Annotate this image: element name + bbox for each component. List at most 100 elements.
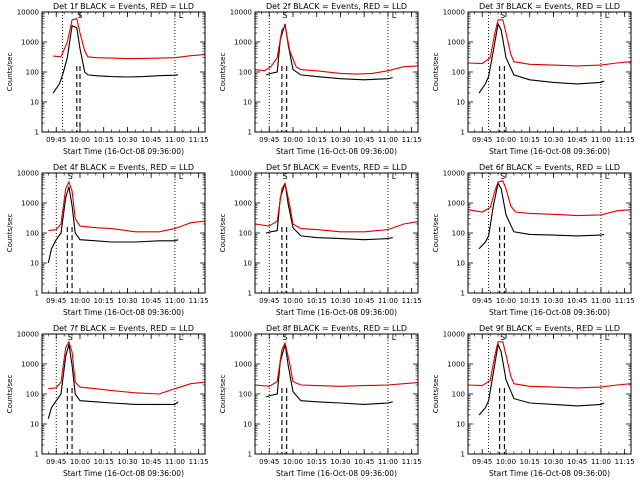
x-tick-label: 11:15	[402, 297, 422, 305]
y-tick-label: 1	[461, 451, 465, 459]
y-tick-label: 100	[239, 391, 252, 399]
series-line-events	[265, 183, 393, 241]
y-tick-label: 100	[452, 69, 465, 77]
y-tick-label: 1000	[234, 200, 252, 208]
y-tick-label: 10000	[17, 331, 39, 339]
x-tick-label: 10:00	[283, 136, 303, 144]
x-tick-label: 10:30	[543, 136, 563, 144]
y-axis-label: Counts/sec	[6, 375, 14, 414]
y-tick-label: 1	[461, 290, 465, 298]
chart-panel-7: Det 7f BLACK = Events, RED = LLD Counts/s…	[6, 324, 209, 478]
y-tick-label: 1	[248, 451, 252, 459]
chart-panel-9: Det 9f BLACK = Events, RED = LLD Counts/s…	[432, 324, 635, 478]
x-tick-label: 10:00	[496, 458, 516, 466]
x-tick-label: 10:15	[94, 297, 114, 305]
series-line-events	[47, 186, 179, 264]
x-tick-label: 10:45	[141, 458, 161, 466]
y-tick-label: 1	[35, 129, 39, 137]
x-tick-label: 11:15	[615, 458, 635, 466]
y-tick-label: 10	[30, 260, 39, 268]
chart-title: Det 6f BLACK = Events, RED = LLD	[479, 163, 620, 172]
x-tick-label: 11:00	[591, 297, 611, 305]
chart-panel-3: Det 3f BLACK = Events, RED = LLD Counts/s…	[432, 2, 635, 156]
y-tick-label: 100	[239, 230, 252, 238]
series-line-lld	[48, 180, 206, 233]
y-tick-label: 1	[35, 290, 39, 298]
x-axis-label: Start Time (16-Oct-08 09:36:00)	[63, 469, 184, 478]
chart-title: Det 4f BLACK = Events, RED = LLD	[53, 163, 194, 172]
y-tick-label: 10000	[17, 9, 39, 17]
x-axis-label: Start Time (16-Oct-08 09:36:00)	[489, 469, 610, 478]
chart-panel-6: Det 6f BLACK = Events, RED = LLD Counts/s…	[432, 163, 635, 317]
y-axis-label: Counts/sec	[6, 53, 14, 92]
y-axis-label: Counts/sec	[432, 53, 440, 92]
chart-title: Det 2f BLACK = Events, RED = LLD	[266, 2, 407, 11]
x-tick-label: 11:00	[378, 458, 398, 466]
y-axis-label: Counts/sec	[432, 214, 440, 253]
plot-frame	[467, 333, 632, 455]
plot-frame	[41, 172, 206, 294]
y-tick-label: 1000	[447, 200, 465, 208]
x-tick-label: 10:15	[520, 458, 540, 466]
x-tick-label: 11:15	[189, 297, 209, 305]
x-tick-label: 10:45	[141, 136, 161, 144]
y-axis-label: Counts/sec	[432, 375, 440, 414]
y-tick-label: 1000	[234, 361, 252, 369]
series-line-lld	[467, 341, 632, 389]
y-tick-label: 1	[248, 129, 252, 137]
x-tick-label: 10:30	[330, 458, 350, 466]
x-tick-label: 10:00	[496, 136, 516, 144]
x-tick-label: 11:00	[165, 458, 185, 466]
y-tick-label: 10000	[230, 331, 252, 339]
series-line-events	[478, 181, 605, 250]
y-axis-label: Counts/sec	[219, 214, 227, 253]
y-tick-label: 100	[26, 391, 39, 399]
x-tick-label: 10:00	[70, 297, 90, 305]
x-tick-label: 10:30	[117, 458, 137, 466]
chart-panel-5: Det 5f BLACK = Events, RED = LLD Counts/s…	[219, 163, 422, 317]
x-tick-label: 09:45	[472, 136, 492, 144]
series-line-events	[478, 22, 605, 94]
marker-label-l: L	[392, 333, 397, 342]
x-tick-label: 10:30	[543, 297, 563, 305]
marker-label-l: L	[392, 172, 397, 181]
x-tick-label: 10:45	[567, 458, 587, 466]
y-tick-label: 1000	[21, 200, 39, 208]
x-tick-label: 11:15	[402, 458, 422, 466]
x-tick-label: 09:45	[46, 297, 66, 305]
x-tick-label: 10:30	[330, 297, 350, 305]
marker-label-s: S	[500, 11, 505, 20]
x-tick-label: 09:45	[46, 136, 66, 144]
marker-label-s: S	[77, 11, 82, 20]
x-tick-label: 11:00	[378, 297, 398, 305]
y-tick-label: 1	[461, 129, 465, 137]
x-tick-label: 10:15	[307, 136, 327, 144]
y-tick-label: 100	[26, 69, 39, 77]
x-tick-label: 10:15	[520, 297, 540, 305]
series-line-lld	[467, 19, 632, 67]
x-tick-label: 10:30	[330, 136, 350, 144]
x-axis-label: Start Time (16-Oct-08 09:36:00)	[489, 147, 610, 156]
chart-title: Det 5f BLACK = Events, RED = LLD	[266, 163, 407, 172]
marker-label-l: L	[392, 11, 397, 20]
plot-frame	[254, 333, 419, 455]
plot-frame	[41, 333, 206, 455]
y-tick-label: 1000	[447, 39, 465, 47]
y-tick-label: 100	[452, 391, 465, 399]
x-tick-label: 10:45	[141, 297, 161, 305]
y-tick-label: 10	[30, 421, 39, 429]
y-tick-label: 100	[452, 230, 465, 238]
x-tick-label: 10:30	[117, 136, 137, 144]
x-axis-label: Start Time (16-Oct-08 09:36:00)	[276, 147, 397, 156]
y-tick-label: 10000	[443, 9, 465, 17]
x-tick-label: 10:15	[307, 458, 327, 466]
series-line-lld	[53, 18, 206, 60]
y-tick-label: 1000	[21, 361, 39, 369]
y-tick-label: 100	[239, 69, 252, 77]
x-tick-label: 10:45	[567, 136, 587, 144]
x-axis-label: Start Time (16-Oct-08 09:36:00)	[63, 147, 184, 156]
marker-label-s: S	[282, 172, 287, 181]
y-tick-label: 1000	[21, 39, 39, 47]
chart-panel-2: Det 2f BLACK = Events, RED = LLD Counts/s…	[219, 2, 422, 156]
y-axis-label: Counts/sec	[6, 214, 14, 253]
